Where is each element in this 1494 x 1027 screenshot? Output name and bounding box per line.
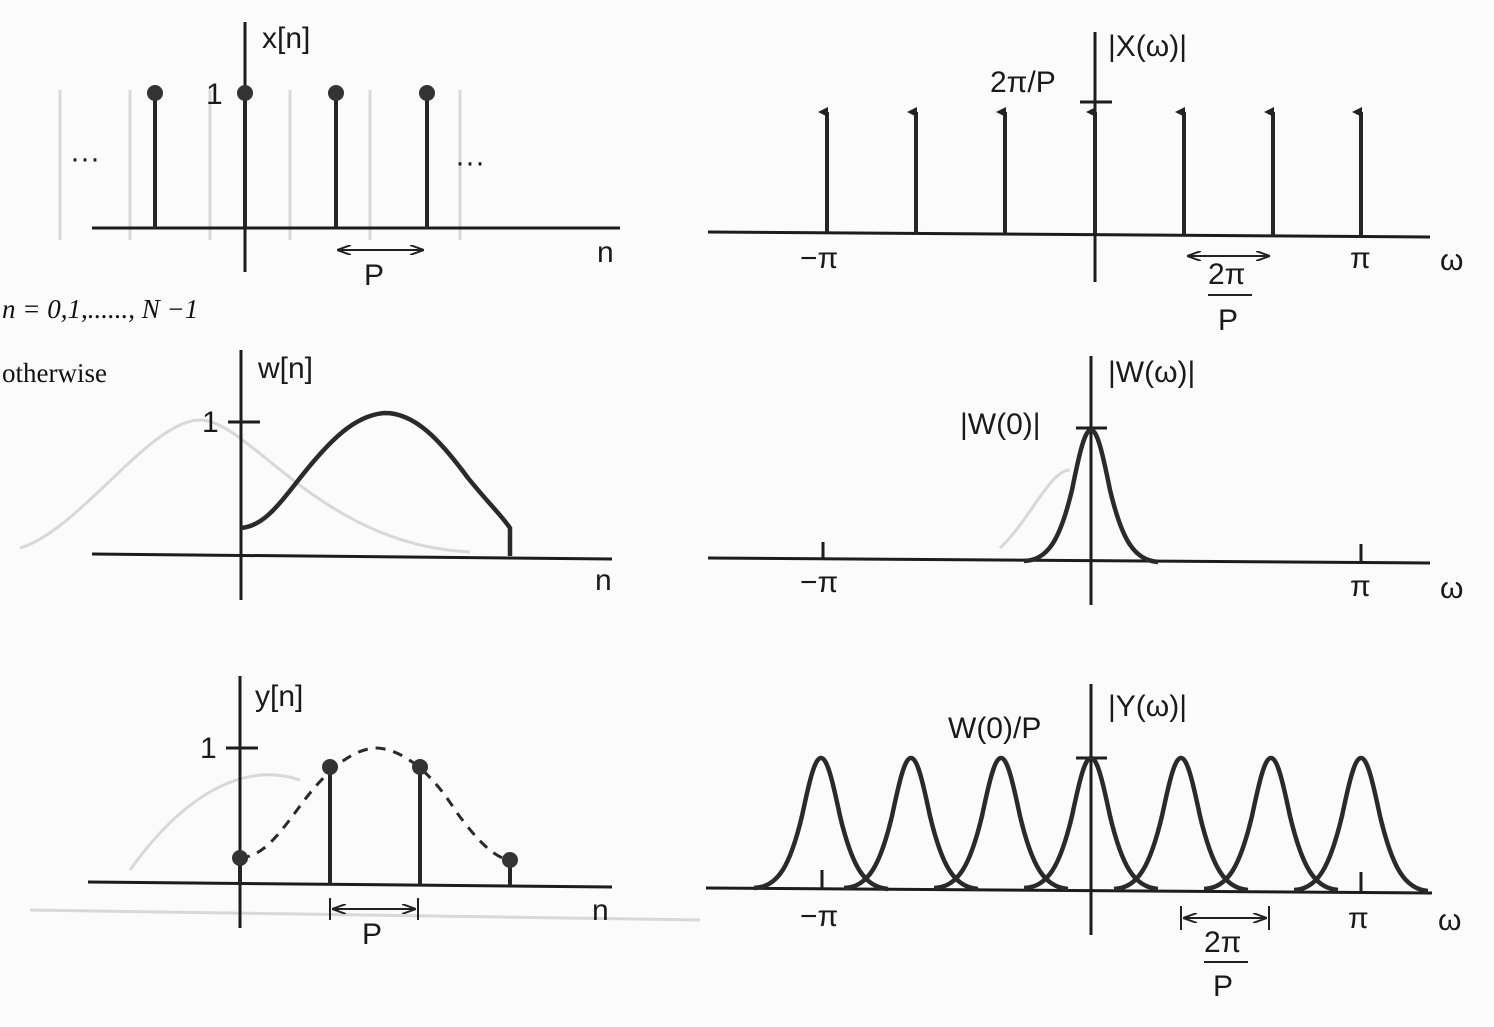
x-time-unit-tick-label: 1: [206, 78, 223, 111]
y-time-unit-tick-label: 1: [200, 732, 217, 765]
panel-x-time: x[n] 1 ··· ··· P n: [70, 22, 620, 292]
y-time-stem-head: [322, 759, 338, 775]
y-freq-replica-curve: [1113, 755, 1249, 893]
x-freq-title: |X(ω)|: [1108, 30, 1187, 63]
x-time-title: x[n]: [262, 22, 310, 55]
y-freq-replica-curve: [1293, 755, 1429, 894]
y-freq-replica-curve: [843, 755, 979, 892]
x-time-stem-head: [328, 85, 344, 101]
y-freq-replica-curve: [753, 755, 889, 892]
y-freq-omega-axis: [705, 886, 1433, 895]
w-time-title: w[n]: [257, 352, 313, 385]
y-time-period-label: P: [362, 918, 382, 951]
w-time-axis-label: n: [595, 564, 612, 597]
x-time-axis-label: n: [597, 236, 614, 269]
y-freq-neg-pi-label: −π: [800, 900, 838, 933]
x-freq-neg-pi-label: −π: [800, 242, 838, 275]
y-freq-pos-pi-label: π: [1348, 902, 1369, 935]
w-freq-title: |W(ω)|: [1108, 356, 1195, 389]
x-freq-height-label: 2π/P: [990, 66, 1056, 99]
y-freq-axis-label: ω: [1438, 904, 1461, 937]
x-time-period-label: P: [364, 259, 384, 292]
w-freq-mainlobe-curve: [1023, 427, 1159, 565]
y-freq-title: |Y(ω)|: [1108, 690, 1187, 723]
y-time-n-axis: [87, 880, 613, 889]
y-freq-spacing-numerator: 2π: [1204, 926, 1241, 959]
y-freq-spacing-denominator: P: [1213, 970, 1233, 1003]
y-time-stem-head: [502, 852, 518, 868]
y-freq-peak-label: W(0)/P: [948, 712, 1041, 745]
x-time-stem-head: [147, 85, 163, 101]
panel-x-freq: |X(ω)| 2π/P −π π ω 2π P: [707, 30, 1463, 337]
w-freq-pos-pi-label: π: [1350, 570, 1371, 603]
panel-w-time: w[n] 1 n: [91, 350, 613, 600]
y-time-envelope-curve: [239, 746, 511, 862]
y-time-title: y[n]: [255, 680, 303, 713]
x-time-stem-head: [419, 85, 435, 101]
x-freq-omega-axis: [707, 230, 1431, 239]
y-freq-replica-curve: [933, 755, 1069, 892]
y-freq-replica-curve: [1023, 755, 1159, 892]
x-freq-spacing-numerator: 2π: [1208, 258, 1245, 291]
x-freq-axis-label: ω: [1440, 244, 1463, 277]
x-time-stem-head: [237, 85, 253, 101]
x-freq-spacing-denominator: P: [1218, 304, 1238, 337]
range-condition-text: n = 0,1,......, N −1: [2, 294, 198, 324]
w-freq-neg-pi-label: −π: [800, 566, 838, 599]
panel-y-freq: |Y(ω)| W(0)/P −π π ω 2π P: [705, 684, 1461, 1003]
panel-y-time: y[n] 1 P n: [87, 676, 613, 951]
x-time-dots-right: ···: [455, 146, 485, 179]
panel-w-freq: |W(ω)| |W(0)| −π π ω: [707, 356, 1463, 605]
w-time-unit-tick-label: 1: [202, 406, 219, 439]
y-time-stem-head: [412, 759, 428, 775]
w-freq-axis-label: ω: [1440, 572, 1463, 605]
x-time-dots-left: ···: [70, 142, 100, 175]
otherwise-text: otherwise: [2, 358, 107, 388]
y-freq-replica-curve: [1203, 755, 1339, 893]
bleed-through-ghost: [19, 90, 1071, 922]
y-time-stem-head: [232, 850, 248, 866]
y-time-axis-label: n: [592, 894, 609, 927]
w-time-n-axis: [91, 552, 613, 561]
x-freq-pos-pi-label: π: [1350, 242, 1371, 275]
w-freq-peak-label: |W(0)|: [960, 408, 1041, 441]
w-time-window-curve: [240, 410, 513, 556]
w-freq-omega-axis: [707, 556, 1431, 565]
